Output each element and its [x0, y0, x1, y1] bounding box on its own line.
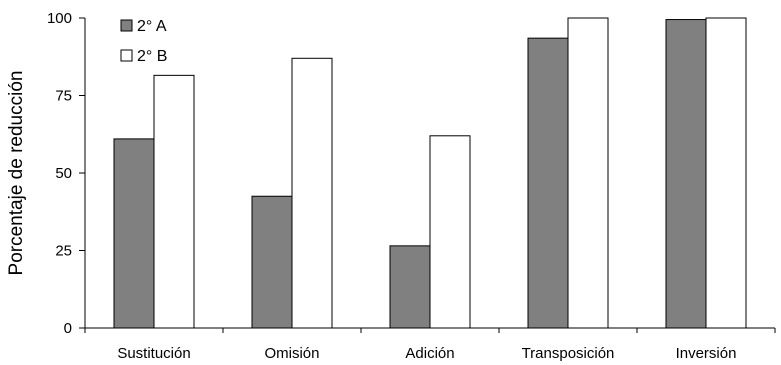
bar-series-a: [251, 195, 293, 329]
x-category-label: Adición: [405, 345, 454, 362]
y-tick-label: 100: [47, 10, 72, 27]
x-category-label: Inversión: [676, 345, 737, 362]
y-tick-label: 50: [55, 165, 72, 182]
y-tick-label: 25: [55, 243, 72, 260]
bars-group: [113, 17, 747, 329]
legend-swatch: [120, 19, 133, 32]
legend-label: 2° A: [137, 18, 167, 35]
bar-series-a: [665, 19, 707, 329]
legend-label: 2° B: [137, 48, 167, 65]
x-category-label: Transposición: [522, 345, 615, 362]
x-category-label: Sustitución: [117, 345, 190, 362]
legend: 2° A 2° B: [120, 18, 167, 65]
y-tick-label: 0: [64, 320, 72, 337]
bar-series-b: [429, 135, 471, 329]
x-category-label: Omisión: [264, 345, 319, 362]
legend-swatch: [120, 49, 133, 62]
y-axis-title: Porcentaje de reducción: [6, 71, 27, 276]
bar-series-b: [291, 57, 333, 329]
bar-series-b: [153, 74, 195, 329]
bar-series-b: [705, 17, 747, 329]
bar-series-a: [389, 245, 431, 329]
y-tick-label: 75: [55, 88, 72, 105]
y-ticks-group: 0 25 50 75 100: [47, 10, 85, 337]
bar-series-a: [113, 138, 155, 329]
bar-series-a: [527, 37, 569, 329]
bar-series-b: [567, 17, 609, 329]
x-ticks-group: Sustitución Omisión Adición Transposición In…: [84, 328, 776, 362]
